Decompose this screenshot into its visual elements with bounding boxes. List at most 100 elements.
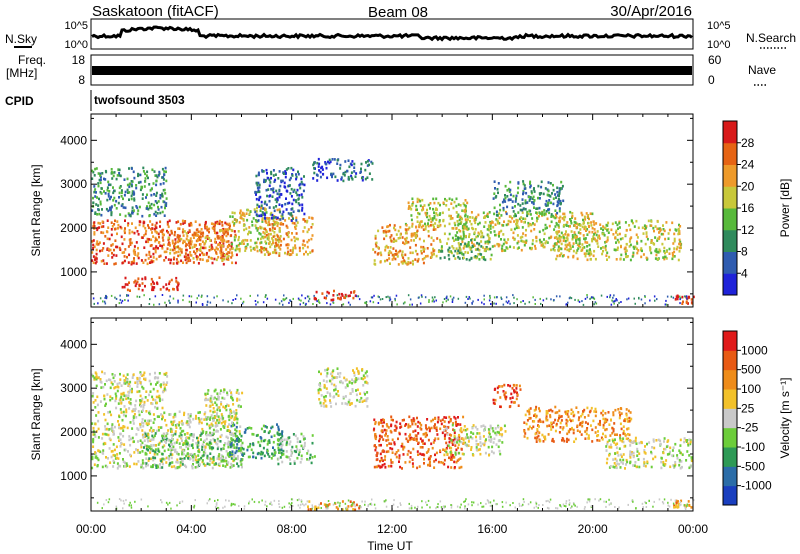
data-patch [372,223,439,266]
colorbar-swatch [723,142,737,165]
colorbar-swatch [723,273,737,296]
colorbar-label: 20 [741,179,755,193]
station-title: Saskatoon (fitACF) [92,3,219,20]
data-patch [91,219,238,266]
x-tick-labels: 00:00 04:00 08:00 12:00 16:00 20:00 00:00 [76,522,708,536]
colorbar-swatch [723,408,737,429]
colorbar-label: 24 [741,158,755,172]
nsky-strip-frame [90,18,694,50]
freq-trace [92,66,692,75]
power-panel: 1000 2000 3000 4000 Slant Range [km] 4 8 12 16 20… [29,113,792,308]
nave-top-label: 60 [708,53,722,67]
y-axis-label: Slant Range [km] [29,368,43,460]
colorbar-label: 100 [741,382,761,396]
y-tick-label: 2000 [60,221,87,235]
data-patch [307,500,361,512]
nave-label: Nave [748,63,776,77]
x-tick-label: 00:00 [76,522,106,536]
colorbar-swatch [723,466,737,487]
colorbar-label: 16 [741,201,755,215]
colorbar-swatch [723,229,737,252]
freq-top-label: 18 [72,53,86,67]
colorbar-label: 500 [741,363,761,377]
x-tick-label: 04:00 [176,522,206,536]
data-patch [91,370,169,413]
data-patch [404,197,469,231]
colorbar-label: -500 [741,459,765,473]
data-patch [523,405,633,444]
nsky-trace [91,25,693,42]
y-tick-label: 4000 [60,133,87,147]
data-patch [121,276,180,292]
data-patch [555,219,683,262]
freq-label-line2: [MHz] [6,66,37,80]
data-patch [313,289,357,302]
colorbar-label: 12 [741,223,755,237]
y-axis-label: Slant Range [km] [29,164,43,256]
colorbar-swatch [723,447,737,467]
near-range-scatter [92,294,688,306]
beam-title: Beam 08 [368,4,428,21]
colorbar-swatch [723,427,737,448]
nsky-bottom-label: 10^0 [64,39,88,51]
data-patch [605,436,694,470]
colorbar-swatch [723,121,737,144]
x-tick-label: 12:00 [377,522,407,536]
panel-frame [90,113,694,308]
data-patch [317,367,369,408]
data-patch [372,415,465,470]
nsearch-label: N.Search [746,31,796,45]
y-tick-label: 2000 [60,425,87,439]
nsearch-top-label: 10^5 [707,20,731,32]
colorbar-swatch [723,164,737,187]
colorbar-label: 1000 [741,343,768,357]
colorbar-swatch [723,251,737,274]
nsky-label: N.Sky [5,32,37,46]
data-patch [141,432,244,470]
data-patch [492,180,565,218]
colorbar-label: 4 [741,266,748,280]
colorbar-swatch [723,350,737,371]
cpid-value: twofsound 3503 [94,93,185,107]
x-tick-label: 16:00 [477,522,507,536]
x-axis-label: Time UT [367,539,413,553]
data-patch [259,214,314,257]
colorbar-swatch [723,208,737,231]
colorbar-label: 28 [741,136,755,150]
date-title: 30/Apr/2016 [610,3,692,20]
x-tick-label: 08:00 [277,522,307,536]
data-patch [229,423,284,461]
cpid-label: CPID [5,94,34,108]
colorbar-swatch [723,331,737,351]
colorbar-swatch [723,369,737,390]
freq-strip-frame [90,54,694,86]
data-patch [166,228,230,262]
colorbar-swatch [723,186,737,209]
y-tick-label: 3000 [60,381,87,395]
colorbar-label: -100 [741,440,765,454]
data-patch [91,166,168,218]
data-patch [204,388,244,435]
colorbar-title: Power [dB] [778,179,792,238]
data-patch [443,423,507,457]
near-range-scatter [96,498,695,510]
colorbar-swatch [723,485,737,506]
colorbar-label: -1000 [741,479,772,493]
data-patch [276,432,316,466]
data-patch [312,157,374,183]
y-tick-label: 1000 [60,469,87,483]
y-tick-label: 4000 [60,337,87,351]
freq-bottom-label: 8 [78,73,85,87]
nave-bottom-label: 0 [708,73,715,87]
nsearch-bottom-label: 10^0 [707,39,731,51]
colorbar-frame [722,330,738,506]
colorbar-label: 8 [741,245,748,259]
data-patch [492,383,522,409]
y-tick-label: 1000 [60,265,87,279]
freq-label-line1: Freq. [18,53,46,67]
nsky-top-label: 10^5 [64,20,88,32]
velocity-panel: 1000 2000 3000 4000 Slant Range [km] 1000 500 1… [29,317,792,512]
colorbar-label: -25 [741,421,759,435]
x-tick-label: 00:00 [678,522,708,536]
